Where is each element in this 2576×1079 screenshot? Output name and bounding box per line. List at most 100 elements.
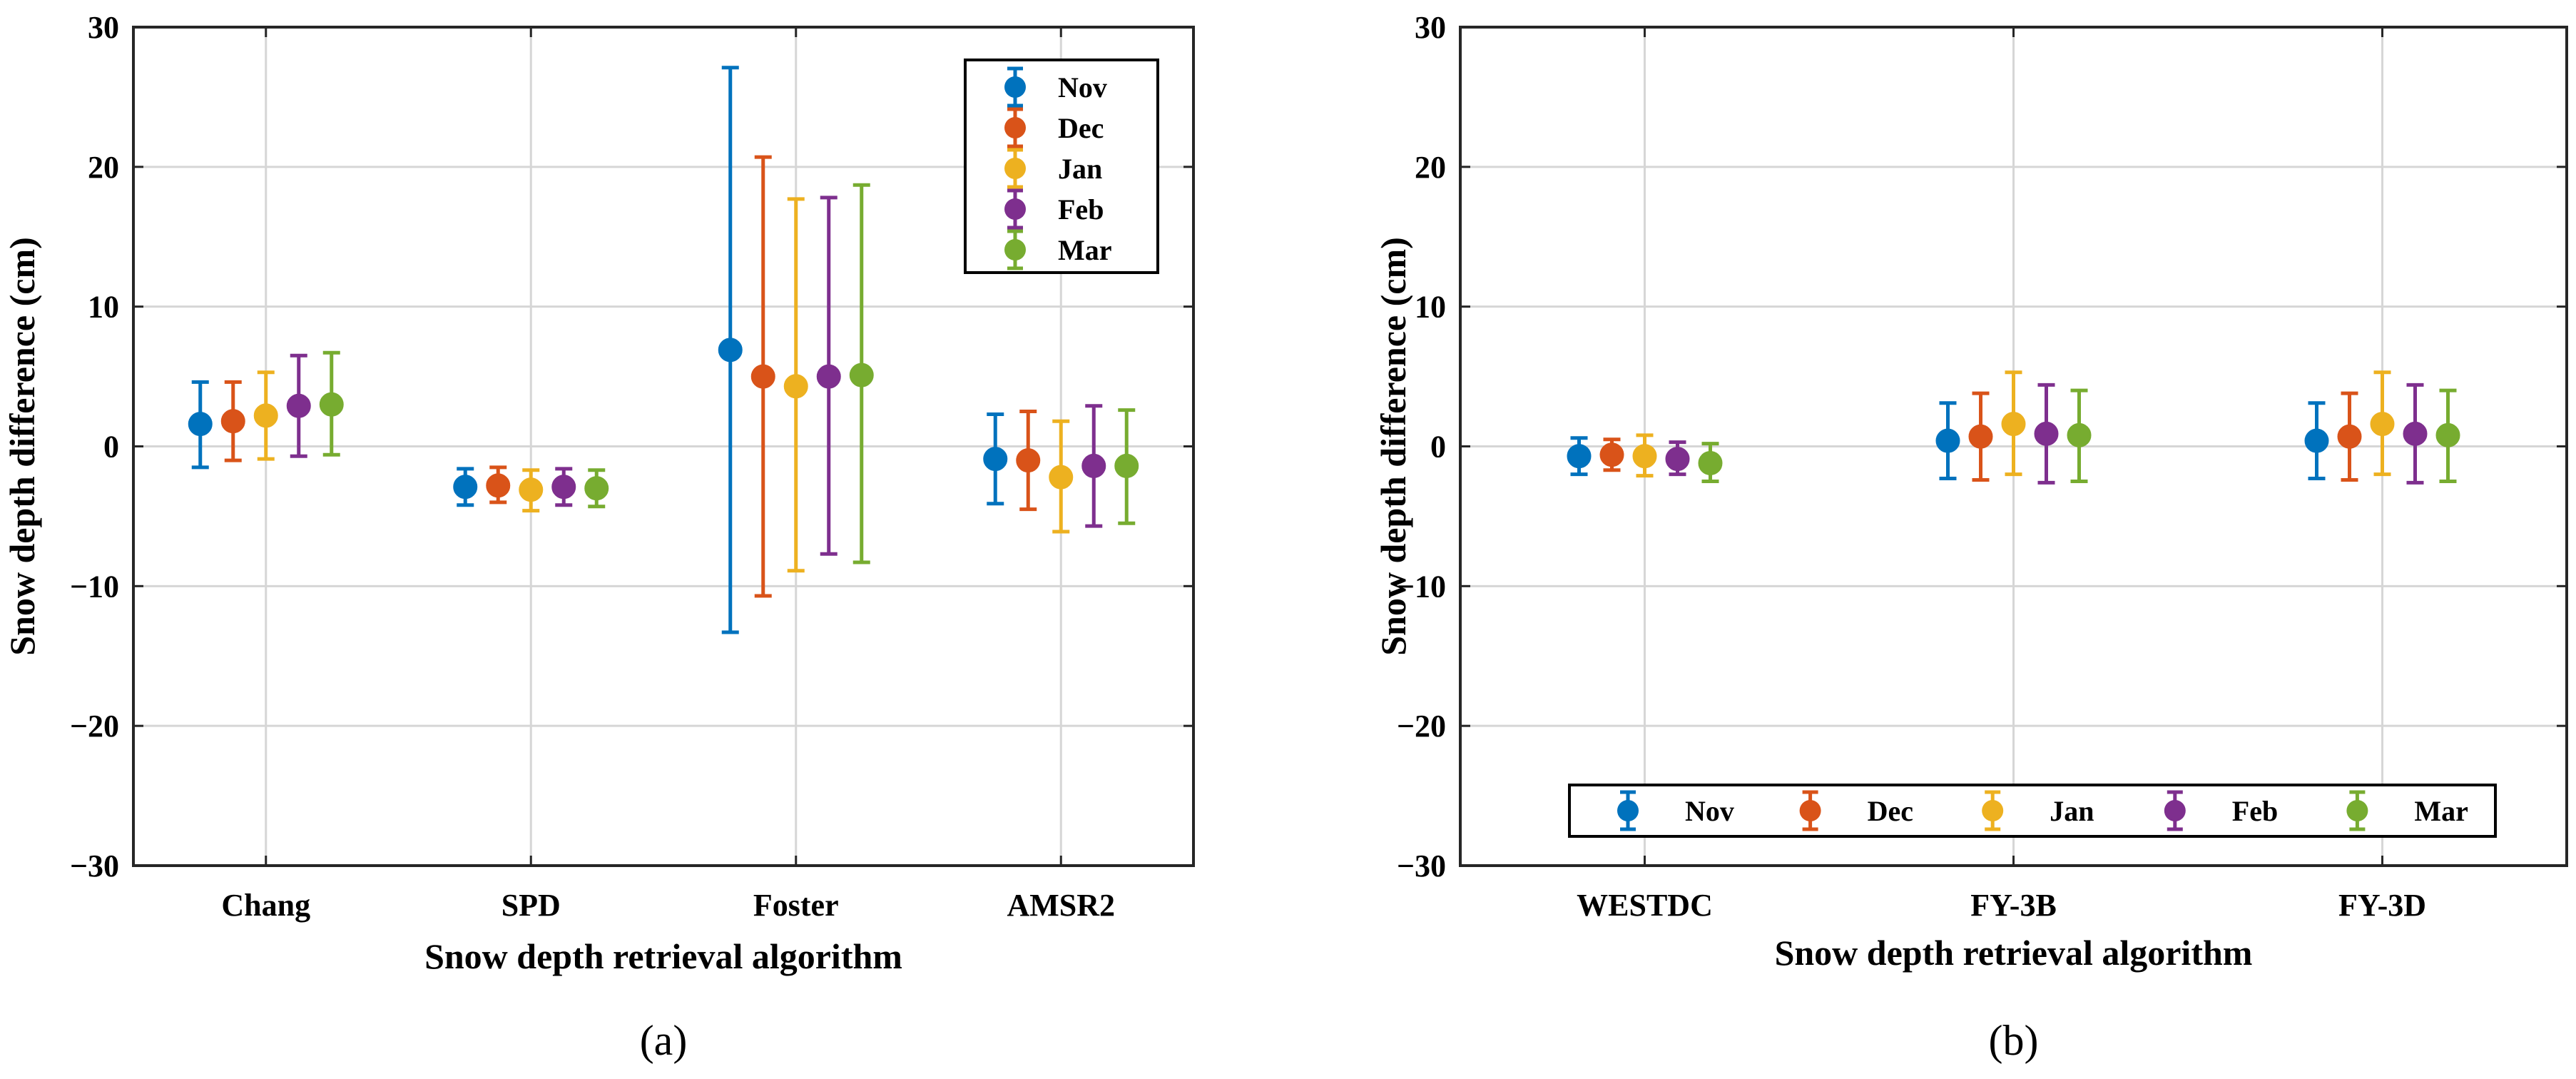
data-point xyxy=(1114,453,1139,478)
y-axis-title: Snow depth difference (cm) xyxy=(2,237,42,656)
legend-label: Feb xyxy=(2232,795,2278,827)
data-point xyxy=(718,338,743,363)
legend-marker-dot xyxy=(1799,800,1821,821)
y-tick-label: −20 xyxy=(1397,709,1446,744)
legend-box xyxy=(964,59,1159,274)
data-point xyxy=(319,392,344,417)
x-axis-title: Snow depth retrieval algorithm xyxy=(424,936,902,976)
data-point xyxy=(2067,422,2092,447)
data-point xyxy=(2304,428,2329,453)
legend-label: Nov xyxy=(1685,795,1734,827)
data-point xyxy=(253,403,278,428)
y-tick-label: −10 xyxy=(70,569,119,604)
legend: Nov Dec Jan Feb Mar xyxy=(1568,784,2497,838)
series-dec xyxy=(1599,391,2362,482)
y-tick-label: −20 xyxy=(70,709,119,744)
series-mar xyxy=(319,183,1139,564)
data-point xyxy=(551,475,576,500)
legend-label: Jan xyxy=(1058,153,1102,185)
legend-item-dec: Dec xyxy=(1799,790,1913,831)
panel-label: (a) xyxy=(640,1017,688,1064)
legend-label: Dec xyxy=(1868,795,1913,827)
data-point xyxy=(1632,444,1657,469)
data-point xyxy=(1016,448,1041,473)
data-point xyxy=(1081,453,1106,478)
legend-label: Jan xyxy=(2050,795,2094,827)
x-tick-label: WESTDC xyxy=(1577,888,1713,923)
legend-marker-dot xyxy=(1982,800,2004,821)
panel-a: 30 20 10 0 −10 −20 −30 Chang SPD Foster AMSR2 Snow … xyxy=(2,10,1195,1064)
y-tick-label: 20 xyxy=(1415,150,1446,185)
data-point xyxy=(2370,412,2395,437)
x-tick-label: Foster xyxy=(753,888,839,923)
data-point xyxy=(1049,465,1074,490)
legend-marker-dot xyxy=(1004,198,1026,220)
y-tick-label: −10 xyxy=(1397,569,1446,604)
series-nov xyxy=(188,66,1008,634)
legend-item-feb: Feb xyxy=(2164,790,2278,831)
data-point xyxy=(486,473,511,498)
series-dec xyxy=(220,155,1041,598)
legend-marker-dot xyxy=(2346,800,2368,821)
panel-b: 30 20 10 0 −10 −20 −30 WESTDC FY-3B FY-3D Snow dep… xyxy=(1373,10,2568,1064)
y-tick-label: 10 xyxy=(1415,290,1446,325)
legend-item-mar: Mar xyxy=(2346,790,2468,831)
legend-item-mar: Mar xyxy=(1004,229,1112,270)
y-tick-label: 10 xyxy=(88,290,119,325)
y-tick-label: 30 xyxy=(1415,10,1446,45)
data-point xyxy=(188,412,213,437)
data-point xyxy=(453,475,478,500)
legend: Nov Dec Jan Feb Mar xyxy=(964,59,1159,274)
legend-item-jan: Jan xyxy=(1004,148,1102,189)
series-nov xyxy=(1567,401,2329,481)
y-axis-title: Snow depth difference (cm) xyxy=(1373,237,1413,656)
legend-marker-dot xyxy=(1004,76,1026,98)
y-tick-label: 0 xyxy=(103,430,119,465)
legend-marker-dot xyxy=(2164,800,2186,821)
data-point xyxy=(2001,412,2026,437)
legend-marker-dot xyxy=(1004,239,1026,260)
legend-box xyxy=(1568,784,2497,838)
panel-label: (b) xyxy=(1989,1017,2039,1064)
data-point xyxy=(849,363,874,387)
x-tick-label: FY-3B xyxy=(1970,888,2057,923)
legend-item-nov: Nov xyxy=(1004,66,1107,108)
data-point xyxy=(1599,442,1624,467)
legend-label: Feb xyxy=(1058,193,1104,226)
data-point xyxy=(519,477,544,502)
data-point xyxy=(1935,428,1960,453)
data-point xyxy=(2403,421,2428,446)
x-tick-label: SPD xyxy=(502,888,561,923)
legend-label: Mar xyxy=(2414,795,2468,827)
y-tick-label: 0 xyxy=(1430,430,1446,465)
data-point xyxy=(2337,424,2362,449)
data-point xyxy=(2034,421,2059,446)
y-tick-label: 20 xyxy=(88,150,119,185)
legend-item-nov: Nov xyxy=(1617,790,1734,831)
data-point xyxy=(1698,451,1723,475)
series-feb xyxy=(1665,383,2428,485)
legend-item-feb: Feb xyxy=(1004,188,1104,230)
legend-marker-dot xyxy=(1004,117,1026,138)
data-point xyxy=(1567,444,1592,469)
data-point xyxy=(816,364,841,389)
series-feb xyxy=(286,196,1106,556)
data-point xyxy=(783,374,808,399)
x-tick-label: FY-3D xyxy=(2338,888,2426,923)
x-axis-title: Snow depth retrieval algorithm xyxy=(1775,933,2253,973)
series-mar xyxy=(1698,388,2460,483)
data-point xyxy=(1665,447,1690,472)
legend-label: Dec xyxy=(1058,112,1104,144)
legend-marker-dot xyxy=(1004,158,1026,179)
data-point xyxy=(983,447,1008,472)
data-point xyxy=(286,393,311,418)
x-tick-label: AMSR2 xyxy=(1007,888,1115,923)
data-point xyxy=(750,364,775,389)
data-point xyxy=(1968,424,1993,449)
legend-label: Nov xyxy=(1058,71,1107,103)
y-tick-label: −30 xyxy=(70,848,119,883)
x-tick-label: Chang xyxy=(221,888,310,923)
y-tick-label: −30 xyxy=(1397,848,1446,883)
y-tick-label: 30 xyxy=(88,10,119,45)
